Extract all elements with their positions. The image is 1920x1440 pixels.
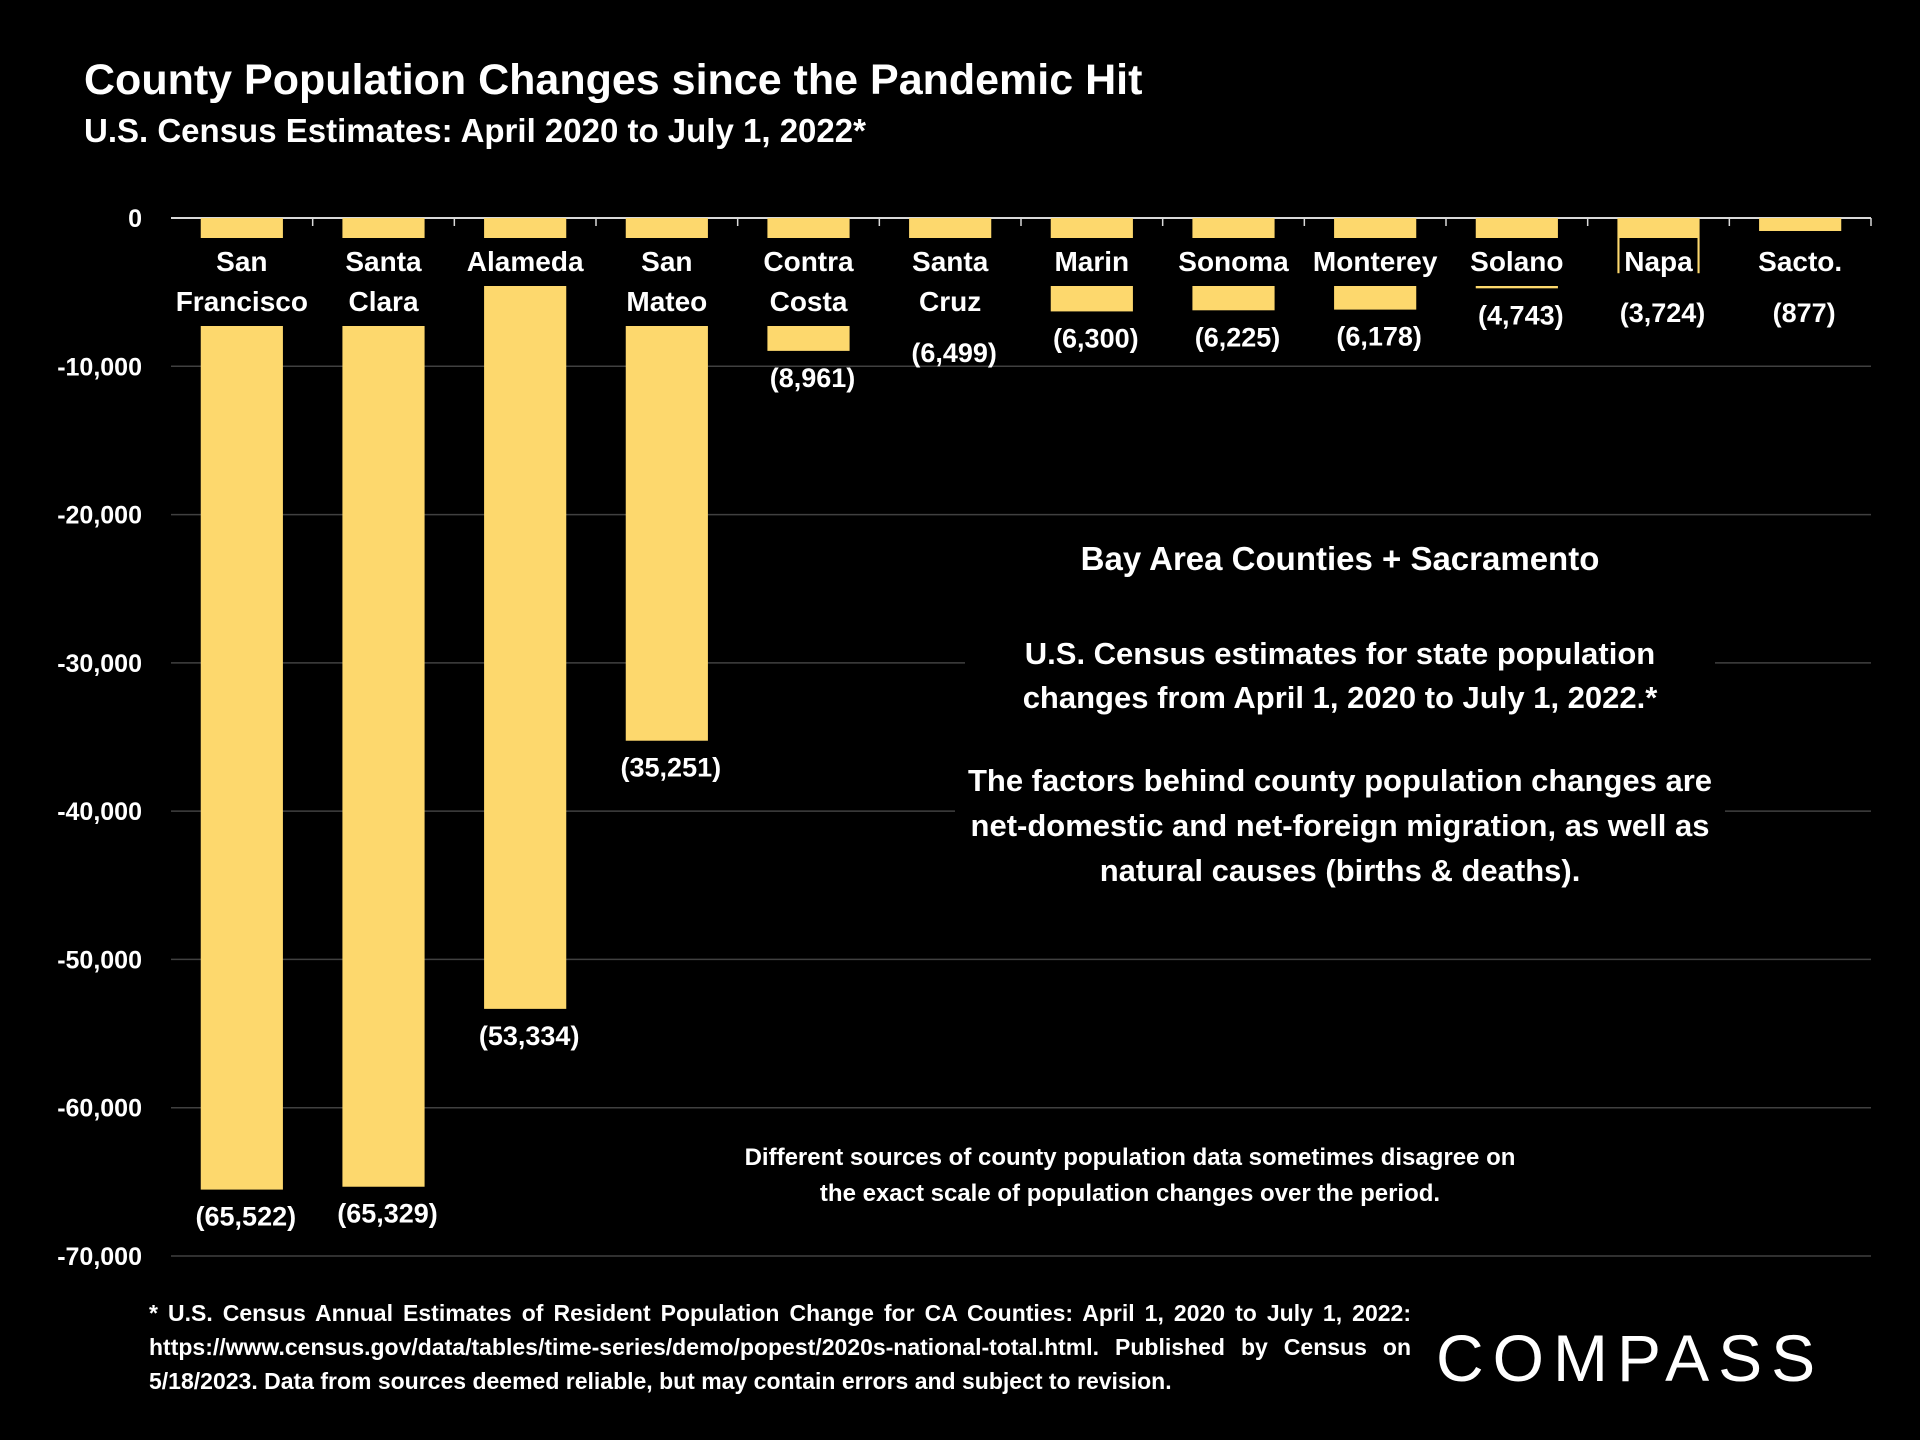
y-tick-label: -50,000 [57, 946, 142, 974]
category-label-box [903, 238, 998, 326]
footnote: * U.S. Census Annual Estimates of Reside… [149, 1300, 1411, 1394]
category-label-box [1461, 238, 1572, 286]
value-label: (6,499) [911, 338, 997, 368]
y-tick-label: -60,000 [57, 1095, 142, 1123]
category-label-box [1745, 238, 1856, 286]
category-label-box [1044, 238, 1139, 286]
y-tick-label: -40,000 [57, 798, 142, 826]
category-label-box [753, 238, 864, 326]
value-label: (6,300) [1053, 323, 1139, 353]
bar [1759, 218, 1842, 232]
x-tick-label: Alameda [467, 246, 584, 277]
category-label-box [1178, 238, 1289, 286]
x-tick-label: Solano [1470, 246, 1563, 277]
chart-title: County Population Changes since the Pand… [84, 56, 1143, 104]
category-label-box [462, 238, 589, 286]
value-label: (53,334) [479, 1021, 580, 1051]
x-tick-label: Contra Costa [763, 246, 854, 317]
value-label: (4,743) [1478, 300, 1564, 330]
x-tick-label: Monterey [1313, 246, 1438, 277]
bar [200, 218, 283, 1190]
x-tick-label: Marin [1054, 246, 1129, 277]
bar [484, 218, 567, 1009]
value-label: (35,251) [621, 753, 722, 783]
y-tick-label: 0 [128, 205, 142, 233]
category-label-box [336, 238, 431, 326]
value-label: (65,329) [337, 1199, 438, 1229]
x-tick-label: Sonoma [1178, 246, 1289, 277]
value-label: (8,961) [770, 363, 856, 393]
logo: COMPASS [1436, 1321, 1825, 1395]
y-tick-label: -30,000 [57, 650, 142, 678]
y-tick-label: -70,000 [57, 1243, 142, 1271]
x-tick-label: San Francisco [176, 246, 308, 317]
value-label: (877) [1773, 298, 1836, 328]
category-label-box [619, 238, 714, 326]
value-label: (6,178) [1336, 322, 1422, 352]
y-tick-label: -10,000 [57, 353, 142, 381]
y-tick-label: -20,000 [57, 502, 142, 530]
x-tick-label: Napa [1624, 246, 1693, 277]
category-label-box [1304, 238, 1447, 286]
annotation-text: U.S. Census estimates for state populati… [965, 632, 1715, 720]
value-label: (3,724) [1620, 298, 1706, 328]
annotation-text: The factors behind county population cha… [955, 758, 1725, 893]
chart-subtitle: U.S. Census Estimates: April 2020 to Jul… [84, 112, 866, 149]
x-tick-label: Santa Clara [345, 246, 422, 317]
value-label: (65,522) [196, 1202, 297, 1232]
bar [342, 218, 425, 1187]
x-tick-label: Sacto. [1758, 246, 1842, 277]
x-tick-label: San Mateo [626, 246, 707, 317]
value-label: (6,225) [1195, 322, 1281, 352]
x-tick-label: Santa Cruz [912, 246, 989, 317]
annotation-note: Different sources of county population d… [730, 1140, 1530, 1212]
annotation-heading: Bay Area Counties + Sacramento [1040, 540, 1640, 578]
category-label-box [162, 238, 321, 326]
category-label-box [1619, 238, 1698, 286]
